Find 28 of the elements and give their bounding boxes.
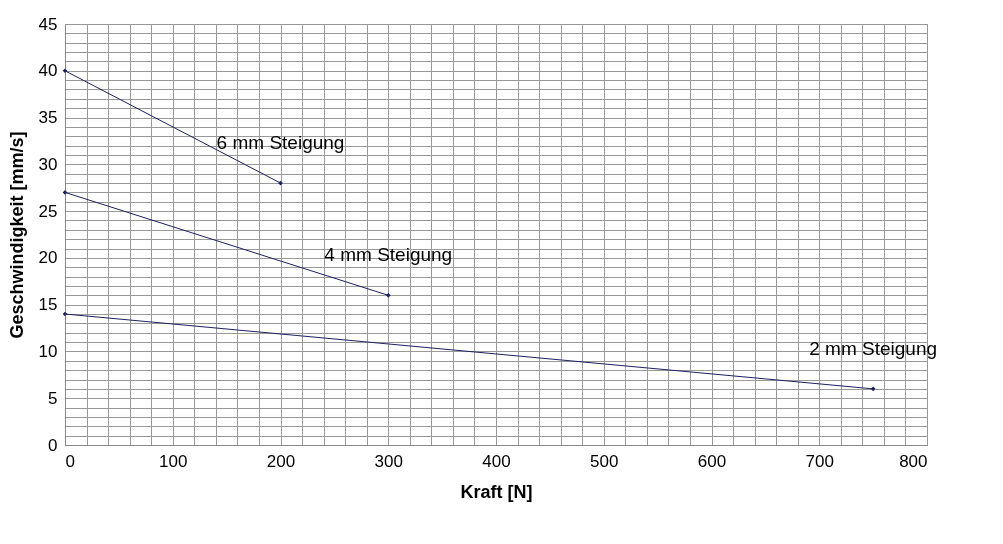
y-tick-label: 45 xyxy=(38,14,58,34)
y-tick-label: 5 xyxy=(48,388,58,408)
series-label: 2 mm Steigung xyxy=(809,337,938,359)
y-tick-label: 35 xyxy=(38,108,58,128)
y-tick-label: 25 xyxy=(38,201,58,221)
x-tick-label: 100 xyxy=(159,451,188,471)
x-tick-label: 600 xyxy=(697,451,727,471)
x-tick-label: 500 xyxy=(590,451,619,471)
y-axis-title: Geschwindigkeit [mm/s] xyxy=(6,131,27,339)
x-tick-label: 700 xyxy=(805,451,834,471)
y-tick-label: 40 xyxy=(38,61,58,81)
point xyxy=(385,292,391,298)
y-tick-label: 10 xyxy=(38,341,58,361)
point xyxy=(62,68,68,74)
series-label: 4 mm Steigung xyxy=(324,244,453,266)
y-tick-label: 30 xyxy=(38,154,58,174)
x-tick-label: 300 xyxy=(374,451,403,471)
x-axis-title: Kraft [N] xyxy=(460,481,533,502)
series-label: 6 mm Steigung xyxy=(216,132,345,154)
x-tick-label: 800 xyxy=(899,451,928,471)
x-tick-label: 400 xyxy=(482,451,511,471)
x-tick-label: 0 xyxy=(65,451,75,471)
y-tick-label: 15 xyxy=(38,295,58,315)
y-tick-label: 0 xyxy=(48,435,58,455)
point xyxy=(870,386,876,392)
y-tick-label: 20 xyxy=(38,248,58,268)
x-tick-label: 200 xyxy=(266,451,296,471)
point xyxy=(62,311,68,317)
